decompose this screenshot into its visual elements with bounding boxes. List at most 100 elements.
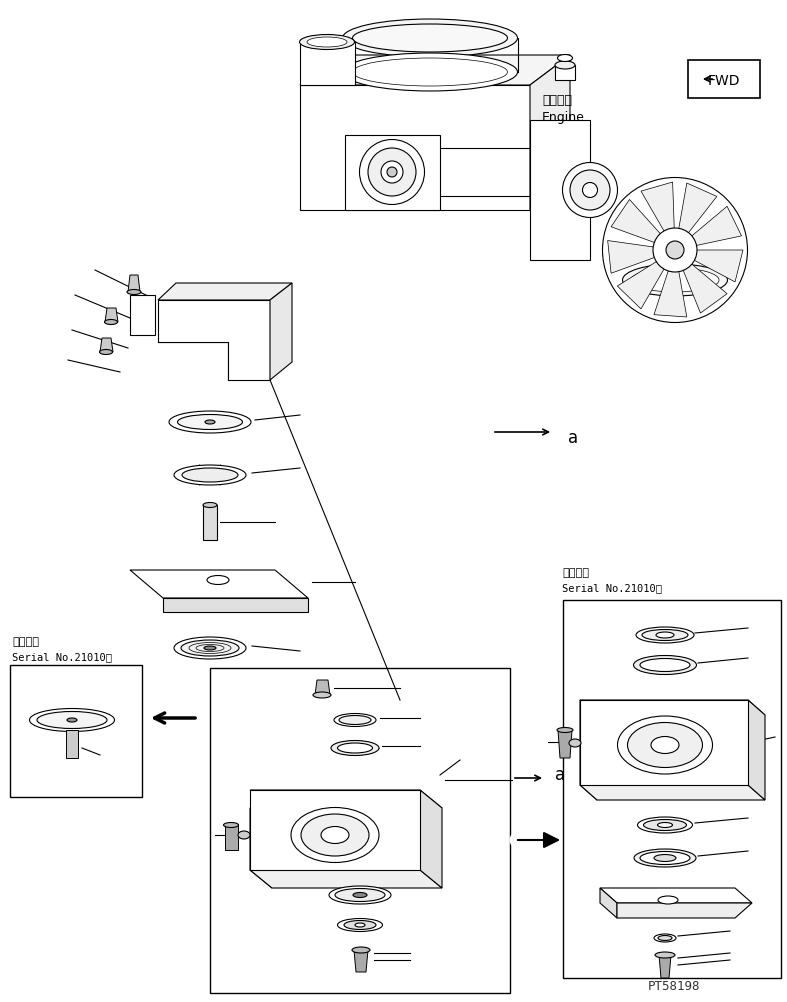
Polygon shape xyxy=(130,295,155,335)
Ellipse shape xyxy=(368,148,416,196)
Polygon shape xyxy=(250,870,442,888)
Ellipse shape xyxy=(353,893,367,898)
Ellipse shape xyxy=(570,170,610,210)
Ellipse shape xyxy=(238,831,250,839)
Ellipse shape xyxy=(182,468,238,482)
Ellipse shape xyxy=(569,739,581,747)
Polygon shape xyxy=(315,680,330,695)
Polygon shape xyxy=(354,950,368,972)
Text: Engine: Engine xyxy=(542,110,585,123)
Ellipse shape xyxy=(99,350,113,355)
Ellipse shape xyxy=(334,713,376,726)
Bar xyxy=(10,665,142,797)
Polygon shape xyxy=(158,283,292,300)
Ellipse shape xyxy=(291,808,379,863)
Polygon shape xyxy=(130,570,308,598)
Ellipse shape xyxy=(387,167,397,177)
Ellipse shape xyxy=(563,162,618,217)
Ellipse shape xyxy=(313,692,331,698)
Ellipse shape xyxy=(644,820,686,831)
Polygon shape xyxy=(694,250,743,282)
Text: PT58198: PT58198 xyxy=(648,981,700,994)
Ellipse shape xyxy=(637,817,693,833)
Ellipse shape xyxy=(329,886,391,904)
Text: Serial No.21010～: Serial No.21010～ xyxy=(562,583,662,593)
Ellipse shape xyxy=(634,849,696,867)
Ellipse shape xyxy=(338,919,382,932)
Polygon shape xyxy=(300,85,530,210)
Ellipse shape xyxy=(381,161,403,183)
Ellipse shape xyxy=(204,646,216,650)
Polygon shape xyxy=(100,338,113,352)
Ellipse shape xyxy=(666,241,684,259)
Polygon shape xyxy=(692,206,741,245)
Ellipse shape xyxy=(627,722,703,768)
Ellipse shape xyxy=(555,61,575,69)
Ellipse shape xyxy=(174,637,246,659)
Polygon shape xyxy=(250,790,442,808)
Ellipse shape xyxy=(29,708,114,731)
Polygon shape xyxy=(300,42,355,85)
Ellipse shape xyxy=(344,921,376,930)
Text: FWD: FWD xyxy=(708,74,741,88)
Ellipse shape xyxy=(67,718,77,722)
Ellipse shape xyxy=(658,896,678,904)
Ellipse shape xyxy=(640,852,690,865)
Polygon shape xyxy=(580,785,765,800)
Ellipse shape xyxy=(640,658,690,671)
Ellipse shape xyxy=(582,182,597,197)
Polygon shape xyxy=(611,199,660,242)
Polygon shape xyxy=(250,808,272,888)
Ellipse shape xyxy=(321,827,349,844)
Ellipse shape xyxy=(653,228,697,272)
Bar xyxy=(210,668,510,993)
Polygon shape xyxy=(300,55,570,85)
Polygon shape xyxy=(617,903,752,918)
Ellipse shape xyxy=(654,855,676,862)
Text: Serial No.21010～: Serial No.21010～ xyxy=(12,652,112,662)
Ellipse shape xyxy=(634,655,696,674)
Ellipse shape xyxy=(631,268,719,292)
Ellipse shape xyxy=(338,743,372,753)
Ellipse shape xyxy=(178,415,242,430)
Ellipse shape xyxy=(169,411,251,433)
Polygon shape xyxy=(158,300,270,380)
Ellipse shape xyxy=(355,923,365,927)
Polygon shape xyxy=(608,240,654,274)
Ellipse shape xyxy=(636,627,694,643)
Polygon shape xyxy=(530,55,570,210)
Ellipse shape xyxy=(603,177,748,323)
Ellipse shape xyxy=(342,19,518,57)
Polygon shape xyxy=(600,888,617,918)
Ellipse shape xyxy=(127,290,141,295)
Ellipse shape xyxy=(352,947,370,953)
Polygon shape xyxy=(420,790,442,888)
Ellipse shape xyxy=(207,575,229,584)
Ellipse shape xyxy=(300,34,354,49)
Bar xyxy=(563,600,781,978)
Polygon shape xyxy=(66,730,78,758)
Ellipse shape xyxy=(105,320,117,325)
Polygon shape xyxy=(105,308,118,322)
Ellipse shape xyxy=(181,640,239,656)
Polygon shape xyxy=(580,700,748,785)
Polygon shape xyxy=(530,120,590,260)
Text: 適用号機: 適用号機 xyxy=(12,637,39,647)
Ellipse shape xyxy=(655,952,675,958)
Text: a: a xyxy=(568,429,578,447)
Polygon shape xyxy=(555,65,575,80)
Polygon shape xyxy=(128,275,140,292)
Ellipse shape xyxy=(557,727,573,732)
Ellipse shape xyxy=(203,502,217,507)
Polygon shape xyxy=(600,888,752,903)
Ellipse shape xyxy=(335,889,385,902)
Ellipse shape xyxy=(205,420,215,424)
Ellipse shape xyxy=(656,632,674,638)
Polygon shape xyxy=(270,283,292,380)
Ellipse shape xyxy=(301,814,369,856)
Ellipse shape xyxy=(557,54,572,61)
Polygon shape xyxy=(748,700,765,800)
Text: エンジン: エンジン xyxy=(542,93,572,106)
Text: 適用号機: 適用号機 xyxy=(562,568,589,578)
Polygon shape xyxy=(580,700,597,800)
